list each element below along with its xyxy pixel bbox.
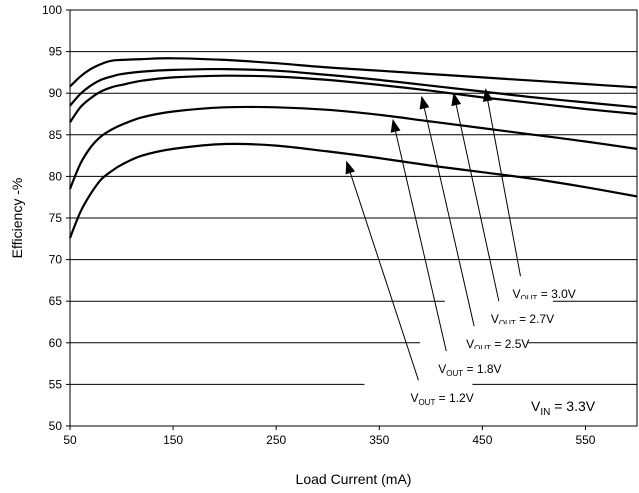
series-line-2	[69, 67, 638, 109]
annotation-arrowhead-2	[451, 92, 462, 107]
y-tick-label: 80	[49, 169, 63, 183]
y-tick-label: 75	[49, 211, 63, 225]
annotation-arrowhead-3	[419, 95, 430, 110]
annotation-arrow-3	[423, 108, 475, 327]
annotation-box-4	[392, 349, 501, 370]
annotation-box-5	[364, 378, 473, 399]
annotation-label-4: VOUT = 1.8V	[438, 362, 501, 378]
series-line-4	[68, 105, 638, 190]
y-tick-label: 60	[49, 336, 63, 350]
annotation-arrow-4	[395, 131, 447, 352]
y-tick-label: 85	[49, 128, 63, 142]
annotation-label-1: VOUT = 3.0V	[513, 287, 576, 303]
y-tick-label: 50	[49, 419, 63, 433]
input-voltage-box	[524, 393, 620, 419]
annotation-box-3	[420, 324, 529, 345]
x-tick-label: 450	[472, 433, 492, 447]
x-axis-label: Load Current (mA)	[296, 471, 412, 487]
annotation-arrowhead-5	[345, 160, 356, 175]
grid	[70, 9, 637, 427]
annotation-arrowhead-4	[390, 119, 401, 133]
annotation-label-3: VOUT = 2.5V	[466, 337, 529, 353]
y-tick-label: 95	[49, 45, 63, 59]
y-tick-label: 65	[49, 294, 63, 308]
annotation-arrow-2	[455, 104, 500, 302]
annotations: VOUT = 3.0V VOUT = 2.7V VOUT = 2.5V VOUT = …	[345, 88, 576, 407]
series-line-3	[69, 74, 638, 123]
x-tick-label: 550	[575, 433, 595, 447]
annotation-arrowhead-1	[482, 88, 493, 102]
axis-ticks: 50 55 60 65 70 75 80 85 90 95 100 50 150 250 350 450 550	[42, 3, 596, 447]
y-tick-label: 90	[49, 86, 63, 100]
annotation-arrow-1	[487, 100, 521, 277]
annotation-arrow-5	[349, 172, 419, 381]
y-tick-label: 55	[49, 377, 63, 391]
y-axis-label: Efficiency -%	[9, 178, 25, 259]
annotation-label-2: VOUT = 2.7V	[491, 312, 554, 328]
x-tick-label: 150	[163, 433, 183, 447]
x-tick-label: 250	[266, 433, 286, 447]
series-lines	[68, 57, 638, 239]
x-tick-label: 350	[369, 433, 389, 447]
input-voltage-label: VIN = 3.3V	[531, 398, 596, 418]
series-line-1	[69, 57, 638, 89]
y-tick-label: 100	[42, 3, 62, 17]
x-tick-label: 50	[63, 433, 77, 447]
series-line-5	[68, 142, 638, 239]
annotation-box-1	[466, 274, 575, 295]
annotation-label-5: VOUT = 1.2V	[410, 391, 473, 407]
y-tick-label: 70	[49, 253, 63, 267]
